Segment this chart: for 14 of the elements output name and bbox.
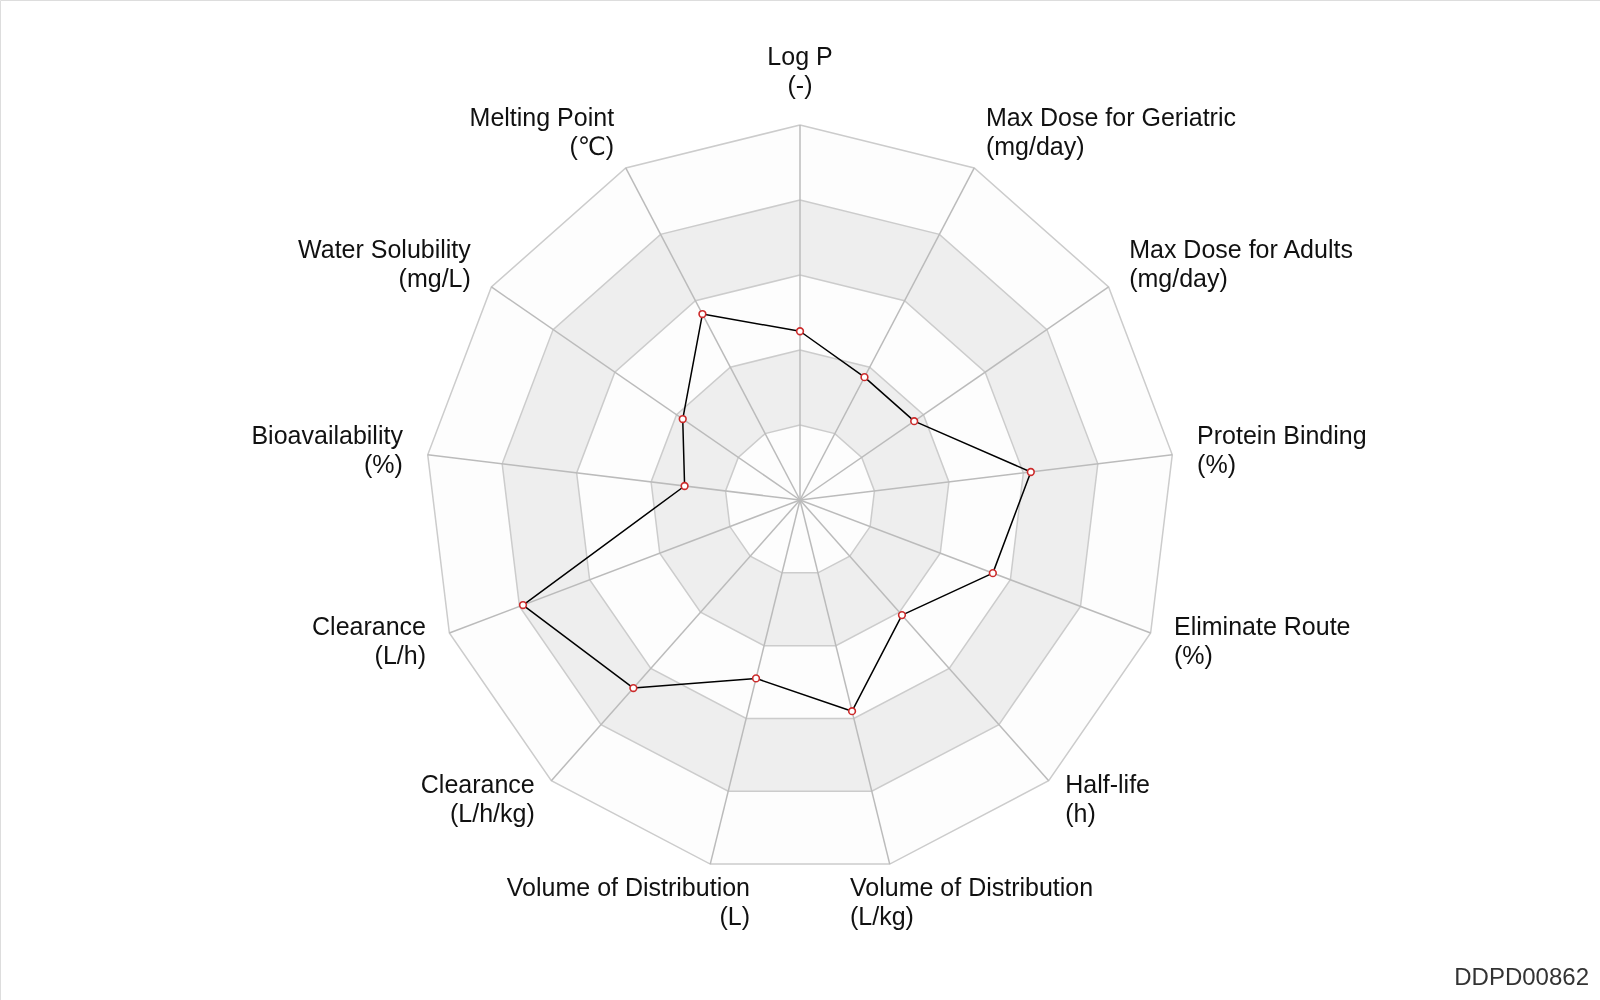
- spoke-label: Water Solubility (mg/L): [298, 235, 472, 293]
- spoke-label: Volume of Distribution (L/kg): [850, 873, 1094, 931]
- spoke-label: Volume of Distribution (L): [506, 873, 750, 931]
- spoke-label: Max Dose for Adults (mg/day): [1129, 235, 1353, 293]
- text: DDPD00862: [1454, 963, 1589, 990]
- spoke-label: Half-life (h): [1065, 769, 1150, 827]
- spoke-label: Clearance (L/h): [312, 612, 426, 670]
- spoke-label: Bioavailability (%): [251, 420, 404, 478]
- spoke-label: Protein Binding (%): [1197, 420, 1367, 478]
- spoke-label: Eliminate Route (%): [1174, 612, 1351, 670]
- spoke-label: Clearance (L/h/kg): [420, 769, 535, 827]
- spoke-label: Melting Point (℃): [469, 103, 615, 161]
- spoke-label: Max Dose for Geriatric (mg/day): [985, 103, 1236, 161]
- spoke-label: Log P (-): [767, 41, 833, 99]
